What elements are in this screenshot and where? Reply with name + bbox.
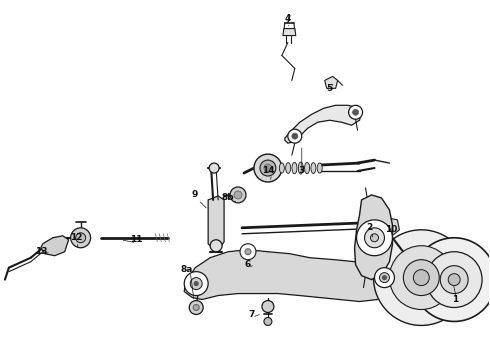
Circle shape xyxy=(71,228,91,248)
Circle shape xyxy=(373,230,469,325)
Circle shape xyxy=(264,164,272,172)
Circle shape xyxy=(240,244,256,260)
Text: 10: 10 xyxy=(385,225,397,234)
Circle shape xyxy=(448,274,460,285)
Circle shape xyxy=(189,301,203,315)
Circle shape xyxy=(234,191,242,199)
Circle shape xyxy=(245,249,251,255)
Circle shape xyxy=(390,246,453,310)
Polygon shape xyxy=(385,218,399,235)
Circle shape xyxy=(403,260,439,296)
Text: 8b: 8b xyxy=(222,193,234,202)
Ellipse shape xyxy=(311,163,316,174)
Text: 1: 1 xyxy=(452,295,458,304)
Circle shape xyxy=(260,160,276,176)
Text: 8a: 8a xyxy=(180,265,193,274)
Ellipse shape xyxy=(292,162,297,174)
Circle shape xyxy=(292,133,298,139)
Circle shape xyxy=(365,228,385,248)
Ellipse shape xyxy=(279,163,284,173)
Circle shape xyxy=(414,270,429,285)
Ellipse shape xyxy=(305,162,310,174)
Text: 11: 11 xyxy=(130,235,143,244)
Circle shape xyxy=(209,163,219,173)
Circle shape xyxy=(230,187,246,203)
Circle shape xyxy=(348,105,363,119)
Text: 2: 2 xyxy=(367,223,372,232)
Circle shape xyxy=(75,233,86,243)
Circle shape xyxy=(262,301,274,312)
Text: 14: 14 xyxy=(262,166,274,175)
Ellipse shape xyxy=(317,163,322,173)
Text: 13: 13 xyxy=(34,247,47,256)
Ellipse shape xyxy=(298,162,303,174)
Polygon shape xyxy=(283,28,296,36)
Circle shape xyxy=(440,266,468,293)
Circle shape xyxy=(190,278,202,289)
Text: 5: 5 xyxy=(326,84,333,93)
Text: 3: 3 xyxy=(299,166,305,175)
Text: 6: 6 xyxy=(245,260,251,269)
Circle shape xyxy=(193,305,199,310)
Text: 9: 9 xyxy=(191,190,197,199)
Text: 12: 12 xyxy=(71,233,83,242)
Circle shape xyxy=(374,268,394,288)
Text: 7: 7 xyxy=(249,310,255,319)
Polygon shape xyxy=(355,195,392,280)
Text: 4: 4 xyxy=(285,14,291,23)
Circle shape xyxy=(210,240,222,252)
Circle shape xyxy=(184,272,208,296)
Circle shape xyxy=(357,220,392,256)
Polygon shape xyxy=(325,76,338,88)
Circle shape xyxy=(426,252,482,307)
Ellipse shape xyxy=(286,163,291,174)
Circle shape xyxy=(383,276,387,280)
Polygon shape xyxy=(41,236,69,256)
Circle shape xyxy=(413,238,490,321)
Circle shape xyxy=(353,109,359,115)
Polygon shape xyxy=(285,105,362,143)
Circle shape xyxy=(370,234,378,242)
Circle shape xyxy=(379,273,390,283)
Polygon shape xyxy=(208,196,224,248)
Polygon shape xyxy=(184,250,395,302)
Circle shape xyxy=(288,129,302,143)
Circle shape xyxy=(264,318,272,325)
Circle shape xyxy=(254,154,282,182)
Circle shape xyxy=(194,282,198,285)
